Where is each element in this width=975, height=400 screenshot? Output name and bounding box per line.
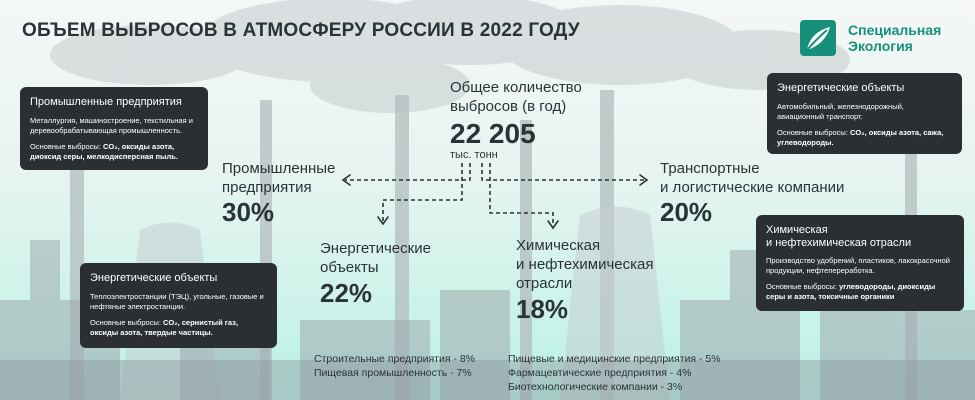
logo bbox=[800, 20, 836, 56]
minor-item: Пищевая промышленность - 7% bbox=[314, 367, 472, 379]
category-chemical-line-3: отрасли bbox=[516, 275, 573, 292]
card-industrial-emissions: Основные выбросы: CO₂, оксиды азота, дио… bbox=[30, 142, 198, 162]
category-transport-line-2: и логистические компании bbox=[660, 179, 845, 196]
category-chemical-line-1: Химическая bbox=[516, 237, 601, 254]
total-unit: тыс. тонн bbox=[450, 149, 498, 161]
emissions-value: CO₂, оксиды азота, сажа, углеводороды. bbox=[777, 128, 944, 147]
minor-list-right: Пищевые и медицинские предприятия - 5% Ф… bbox=[508, 352, 721, 394]
arrow-to-transport bbox=[481, 163, 645, 181]
arrow-to-chemical bbox=[489, 163, 554, 226]
card-energy-emissions: Основные выбросы: CO₂, сернистый газ, ок… bbox=[90, 318, 267, 338]
emissions-label: Основные выбросы: bbox=[777, 128, 848, 137]
card-industrial-heading: Промышленные предприятия bbox=[30, 96, 182, 108]
card-chemical-heading-line-2: и нефтехимическая отрасли bbox=[766, 237, 912, 249]
logo-line-2: Экология bbox=[848, 38, 913, 54]
card-chemical: Химическая и нефтехимическая отрасли Про… bbox=[756, 215, 964, 311]
emissions-value: углеводороды, диоксиды серы и азота, ток… bbox=[766, 282, 936, 301]
category-chemical-line-2: и нефтехимическая bbox=[516, 256, 654, 273]
category-chemical-value: 18% bbox=[516, 294, 569, 324]
category-energy-line-1: Энергетические bbox=[320, 240, 431, 257]
arrow-to-energy bbox=[382, 163, 463, 222]
emissions-value: CO₂, сернистый газ, оксиды азота, тверды… bbox=[90, 318, 238, 337]
card-energy: Энергетические объекты Теплоэлектростанц… bbox=[80, 263, 277, 348]
leaf-icon bbox=[806, 27, 830, 51]
card-energy-heading: Энергетические объекты bbox=[90, 272, 218, 284]
card-industrial-desc: Металлургия, машиностроение, текстильная… bbox=[30, 116, 193, 135]
category-transport-label: Транспортные и логистические компании bbox=[660, 159, 844, 197]
logo-line-1: Специальная bbox=[848, 22, 942, 38]
category-energy-label: Энергетические объекты bbox=[320, 239, 431, 277]
card-chemical-emissions: Основные выбросы: углеводороды, диоксиды… bbox=[766, 282, 954, 302]
total-value: 22 205 bbox=[450, 118, 536, 149]
arrowhead-energy bbox=[377, 216, 389, 226]
total-label: Общее количество выбросов (в год) bbox=[450, 78, 582, 116]
category-energy-line-2: объекты bbox=[320, 259, 379, 276]
card-transport: Энергетические объекты Автомобильный, же… bbox=[767, 73, 962, 154]
card-chemical-heading-line-1: Химическая bbox=[766, 224, 828, 236]
arrowhead-industrial bbox=[341, 174, 351, 186]
minor-item: Пищевые и медицинские предприятия - 5% bbox=[508, 353, 721, 365]
card-chemical-heading: Химическая и нефтехимическая отрасли bbox=[766, 224, 954, 250]
card-transport-emissions: Основные выбросы: CO₂, оксиды азота, саж… bbox=[777, 128, 952, 148]
card-chemical-desc: Производство удобрений, пластиков, лакок… bbox=[766, 256, 950, 275]
logo-text: Специальная Экология bbox=[848, 22, 941, 54]
card-transport-heading: Энергетические объекты bbox=[777, 82, 905, 94]
minor-list-left: Строительные предприятия - 8% Пищевая пр… bbox=[314, 352, 475, 380]
card-industrial: Промышленные предприятия Металлургия, ма… bbox=[20, 87, 208, 170]
category-industrial-value: 30% bbox=[222, 197, 275, 227]
minor-item: Биотехнологические компании - 3% bbox=[508, 381, 683, 393]
emissions-label: Основные выбросы: bbox=[90, 318, 161, 327]
emissions-value: CO₂, оксиды азота, диоксид серы, мелкоди… bbox=[30, 142, 178, 161]
arrowhead-transport bbox=[639, 174, 649, 186]
total-label-line-1: Общее количество bbox=[450, 79, 582, 96]
category-transport-value: 20% bbox=[660, 197, 713, 227]
arrowhead-chemical bbox=[547, 220, 559, 230]
total-label-line-2: выбросов (в год) bbox=[450, 98, 567, 115]
category-industrial-line-1: Промышленные bbox=[222, 160, 336, 177]
arrow-to-industrial bbox=[345, 163, 471, 181]
category-chemical-label: Химическая и нефтехимическая отрасли bbox=[516, 236, 653, 293]
category-transport-line-1: Транспортные bbox=[660, 160, 760, 177]
page-title: ОБЪЕМ ВЫБРОСОВ В АТМОСФЕРУ РОССИИ В 2022… bbox=[22, 20, 580, 41]
category-industrial-line-2: предприятия bbox=[222, 179, 312, 196]
minor-item: Фармацевтические предприятия - 4% bbox=[508, 367, 692, 379]
card-energy-desc: Теплоэлектростанции (ТЭЦ), угольные, газ… bbox=[90, 292, 264, 311]
emissions-label: Основные выбросы: bbox=[30, 142, 101, 151]
card-transport-desc: Автомобильный, железнодорожный, авиацион… bbox=[777, 102, 904, 121]
emissions-label: Основные выбросы: bbox=[766, 282, 837, 291]
smoke-clouds bbox=[50, 0, 850, 113]
category-industrial-label: Промышленные предприятия bbox=[222, 159, 335, 197]
category-energy-value: 22% bbox=[320, 278, 373, 308]
minor-item: Строительные предприятия - 8% bbox=[314, 353, 476, 365]
